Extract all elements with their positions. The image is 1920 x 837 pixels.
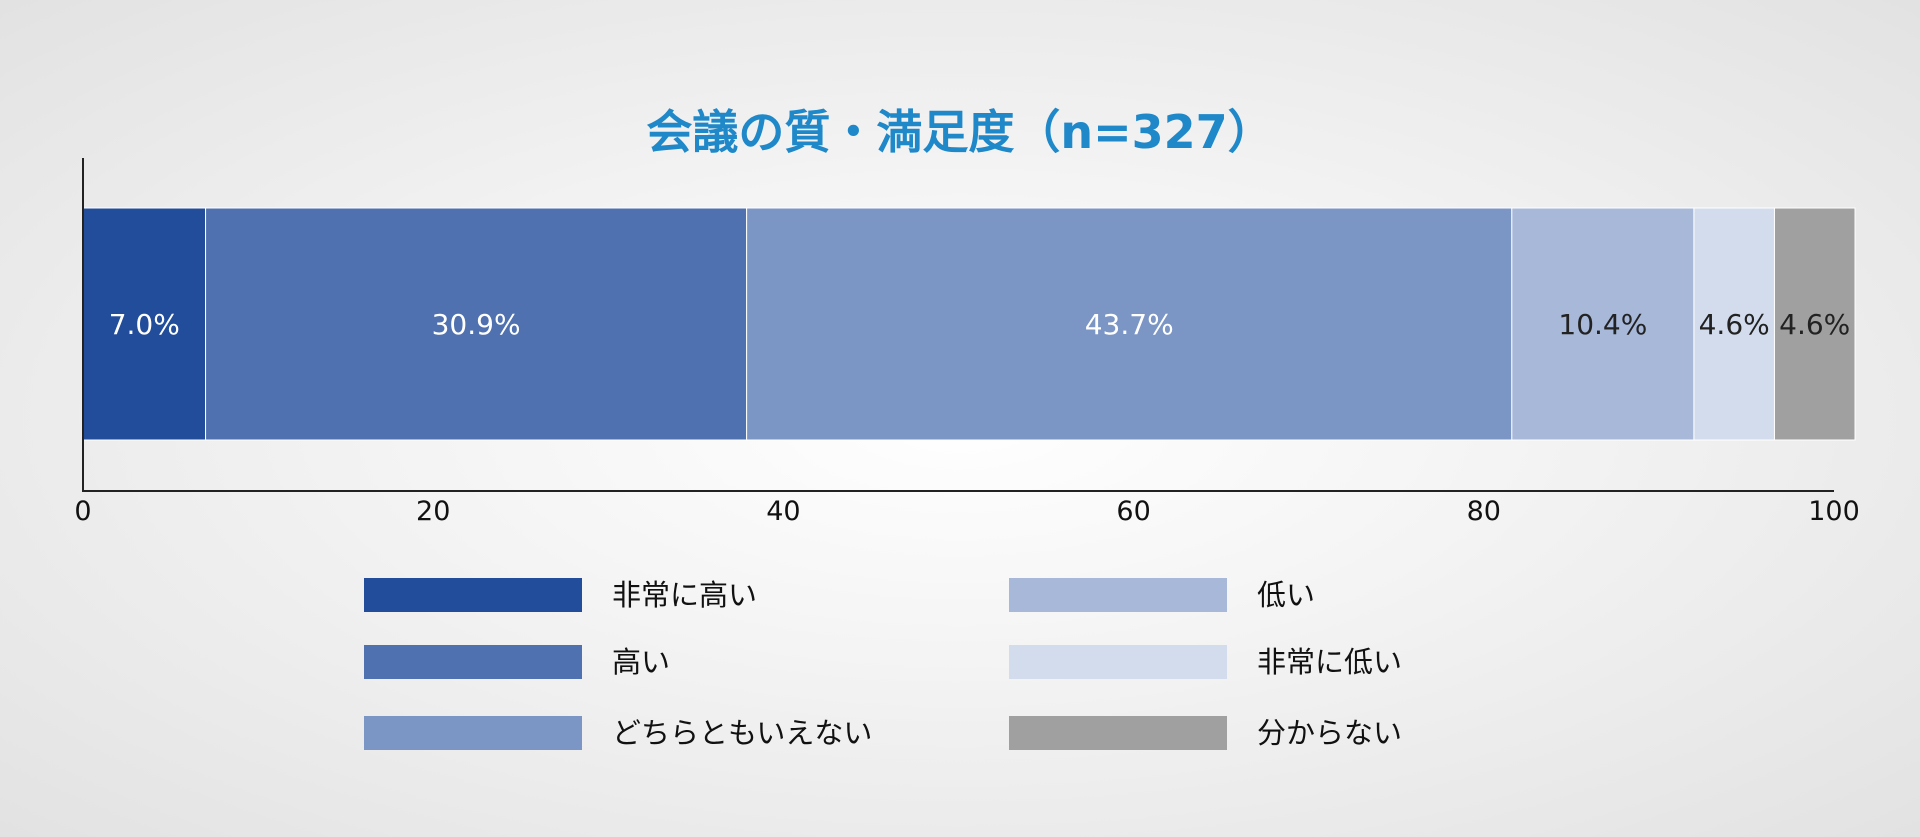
legend-swatch-4 xyxy=(1009,645,1227,679)
legend-label-1: 高い xyxy=(612,645,671,679)
legend-swatch-5 xyxy=(1009,716,1227,750)
chart-title: 会議の質・満足度（n=327） xyxy=(646,105,1274,159)
legend-swatch-3 xyxy=(1009,578,1227,612)
x-tick-label-2: 40 xyxy=(766,496,800,527)
bar-segment-3 xyxy=(1511,207,1695,441)
legend-label-3: 低い xyxy=(1257,578,1316,612)
data-label-5: 4.6% xyxy=(1779,308,1850,341)
data-label-0: 7.0% xyxy=(109,308,180,341)
legend-label-4: 非常に低い xyxy=(1257,645,1403,679)
bar-segment-2 xyxy=(746,207,1513,441)
bar-segment-1 xyxy=(205,207,748,441)
bar-segment-4 xyxy=(1693,207,1775,441)
data-label-1: 30.9% xyxy=(432,308,521,341)
legend-swatch-2 xyxy=(364,716,582,750)
x-tick-label-0: 0 xyxy=(74,496,91,527)
legend-swatch-0 xyxy=(364,578,582,612)
x-tick-label-5: 100 xyxy=(1808,496,1860,527)
x-tick-label-1: 20 xyxy=(416,496,450,527)
bar-segment-0 xyxy=(82,207,207,441)
legend-label-2: どちらともいえない xyxy=(612,716,873,750)
legend-label-0: 非常に高い xyxy=(612,578,758,612)
data-label-4: 4.6% xyxy=(1699,308,1770,341)
x-tick-label-4: 80 xyxy=(1467,496,1501,527)
legend-label-5: 分からない xyxy=(1257,716,1403,750)
legend-swatch-1 xyxy=(364,645,582,679)
data-label-2: 43.7% xyxy=(1085,308,1174,341)
bar-segment-5 xyxy=(1773,207,1856,441)
x-tick-label-3: 60 xyxy=(1116,496,1150,527)
data-label-3: 10.4% xyxy=(1558,308,1647,341)
